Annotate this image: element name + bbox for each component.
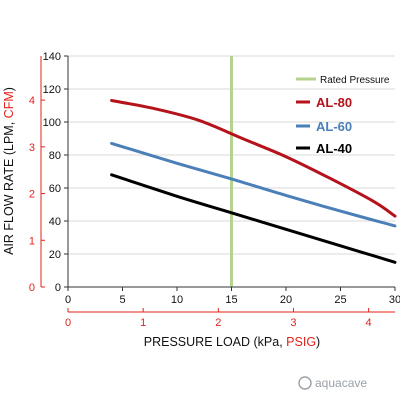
psig-tick-label-0: 0 [65, 317, 71, 329]
cfm-tick-label-2: 2 [29, 189, 35, 201]
y-tick-label-100: 100 [43, 117, 61, 129]
y-tick-label-60: 60 [49, 183, 61, 195]
y-tick-label-40: 40 [49, 216, 61, 228]
series-group [110, 99, 397, 264]
series-line-al-40 [110, 173, 397, 264]
x-tick-label-20: 20 [280, 294, 292, 306]
cfm-tick-label-1: 1 [29, 235, 35, 247]
legend-label-rated-pressure: Rated Pressure [320, 75, 390, 86]
psig-tick-label-1: 1 [140, 317, 146, 329]
x-axis-title: PRESSURE LOAD (kPa, PSIG) [144, 335, 320, 349]
y-axis-title-primary: AIR FLOW RATE (LPM, [2, 118, 16, 255]
cfm-tick-label-3: 3 [29, 142, 35, 154]
x-axis-title-close: ) [316, 335, 320, 349]
x-axis-title-secondary: PSIG [286, 335, 316, 349]
watermark: aquacave [298, 376, 367, 390]
y-tick-label-20: 20 [49, 249, 61, 261]
y-axis-title-close: ) [2, 87, 16, 91]
psig-tick-label-4: 4 [366, 317, 372, 329]
y-tick-label-140: 140 [43, 51, 61, 63]
legend-label-al-80: AL-80 [316, 95, 352, 110]
x-tick-label-30: 30 [389, 294, 400, 306]
x-tick-label-5: 5 [119, 294, 125, 306]
series-line-al-80 [110, 99, 397, 218]
watermark-text: aquacave [315, 376, 367, 390]
psig-tick-label-2: 2 [215, 317, 221, 329]
watermark-logo-icon [298, 376, 312, 390]
x-tick-label-10: 10 [171, 294, 183, 306]
y-tick-label-0: 0 [55, 282, 61, 294]
cfm-tick-label-0: 0 [29, 282, 35, 294]
x-axis-title-primary: PRESSURE LOAD (kPa, [144, 335, 286, 349]
y-tick-label-80: 80 [49, 150, 61, 162]
x-tick-label-15: 15 [225, 294, 237, 306]
legend-label-al-60: AL-60 [316, 119, 352, 134]
cfm-tick-label-4: 4 [29, 95, 35, 107]
x-tick-label-25: 25 [334, 294, 346, 306]
y-axis-title-secondary: CFM [2, 91, 16, 118]
legend-label-al-40: AL-40 [316, 141, 352, 156]
y-axis-title: AIR FLOW RATE (LPM, CFM) [2, 87, 16, 255]
x-tick-label-0: 0 [65, 294, 71, 306]
psig-tick-label-3: 3 [290, 317, 296, 329]
legend: Rated Pressure AL-80 AL-60 AL-40 [296, 75, 390, 156]
y-tick-label-120: 120 [43, 84, 61, 96]
series-line-al-60 [110, 141, 397, 228]
